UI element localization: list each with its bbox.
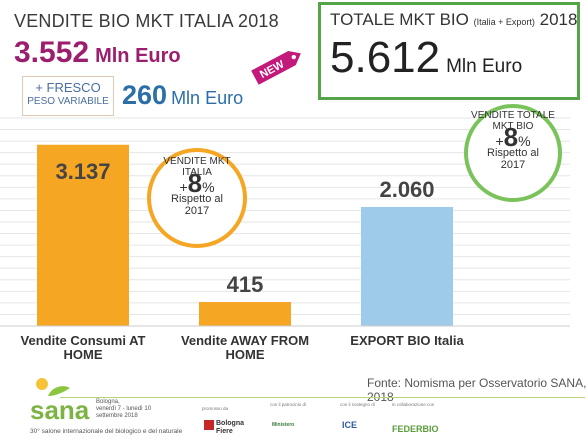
fresco-unit: Mln Euro [171,88,244,108]
sponsor-bologna-fiere: Bologna Fiere [216,420,244,435]
bubble-italia: VENDITE MKT ITALIA +8% Rispetto al 2017 [152,156,242,217]
fresco-value: 260 Mln Euro [122,80,243,111]
caption-sostegno: con il sostegno di [340,402,375,407]
bubble-italia-unit: % [202,179,215,195]
italia-total-value: 3.552 Mln Euro [14,36,181,70]
bubble-totale-number: 8 [503,122,519,152]
sana-subtitle: 30° salone internazionale del biologico … [30,428,183,435]
bubble-totale-line2: MKT BIO [492,121,534,132]
bar-value-label-2: 415 [226,272,264,298]
sana-info-3: settembre 2018 [96,413,138,419]
sana-info-2: venerdì 7 - lunedì 10 [96,406,152,412]
caption-collaborazione: in collaborazione con [392,402,435,407]
bubble-totale-line1: VENDITE TOTALE [471,110,555,121]
bar-value-label-3: 2.060 [379,176,435,202]
bubble-totale: VENDITE TOTALE MKT BIO +8% Rispetto al 2… [468,110,558,171]
chart-bars [37,144,453,326]
sana-leaf-icon [36,378,70,396]
bar-2 [199,302,291,326]
bubble-italia-line1: VENDITE MKT [163,156,231,167]
bubble-italia-pct: +8% [152,170,242,196]
total-market-title: TOTALE MKT BIO (Italia + Export) 2018 [330,10,577,30]
bologna-fiere-icon [204,420,214,430]
caption-patrocinio: con il patrocinio di [270,402,307,407]
total-title-main: TOTALE MKT BIO [330,10,469,29]
bubble-italia-line4: 2017 [184,205,210,217]
total-market-number: 5.612 [330,33,441,82]
bubble-totale-circle [464,104,562,202]
total-title-year: 2018 [539,10,578,29]
bubble-italia-number: 8 [187,168,203,198]
italia-total-number: 3.552 [14,36,90,69]
category-label-1: Vendite Consumi AT HOME [20,333,146,362]
bubble-totale-line3: Rispetto al [487,147,539,159]
source-note: Fonte: Nomisma per Osservatorio SANA, 20… [367,376,587,404]
bubble-italia-circle [147,148,247,248]
italia-total-unit: Mln Euro [95,45,181,67]
bubble-italia-line3: Rispetto al [171,193,223,205]
footer-divider [60,397,585,398]
bubble-italia-sign: + [179,179,188,195]
sponsor-ministero: Ministero [272,422,295,428]
sponsor-federbio: FEDERBIO [392,424,439,434]
bar-3 [361,206,453,326]
caption-promosso: promosso da [202,406,229,411]
fresco-line1: + FRESCO [35,80,101,95]
bar-1 [37,144,129,326]
category-label-3: EXPORT BIO Italia [350,333,464,348]
bar-value-label-1: 3.137 [55,158,111,184]
bubble-totale-pct: +8% [468,124,558,150]
fresco-box: + FRESCO PESO VARIABILE [22,76,114,116]
bubble-italia-line2: ITALIA [182,167,212,178]
total-market-box: TOTALE MKT BIO (Italia + Export) 2018 5.… [318,2,580,100]
page-title: VENDITE BIO MKT ITALIA 2018 [14,11,279,31]
total-title-small: (Italia + Export) [473,17,535,27]
sponsor-ice: ICE [342,420,358,430]
category-label-2: Vendite AWAY FROM HOME [180,333,310,362]
fresco-number: 260 [122,80,168,110]
sana-event-info: Bologna, venerdì 7 - lunedì 10 settembre… [96,399,166,420]
total-market-value: 5.612 Mln Euro [330,33,522,83]
fresco-line2: PESO VARIABILE [27,96,109,107]
bubble-totale-sign: + [495,133,504,149]
bubble-totale-line4: 2017 [500,159,526,171]
sana-logo-text: sana [30,395,90,425]
new-tag-icon: NEW [251,50,301,85]
sana-info-1: Bologna, [96,399,120,405]
total-market-unit: Mln Euro [446,56,523,77]
bubble-totale-unit: % [518,133,531,149]
